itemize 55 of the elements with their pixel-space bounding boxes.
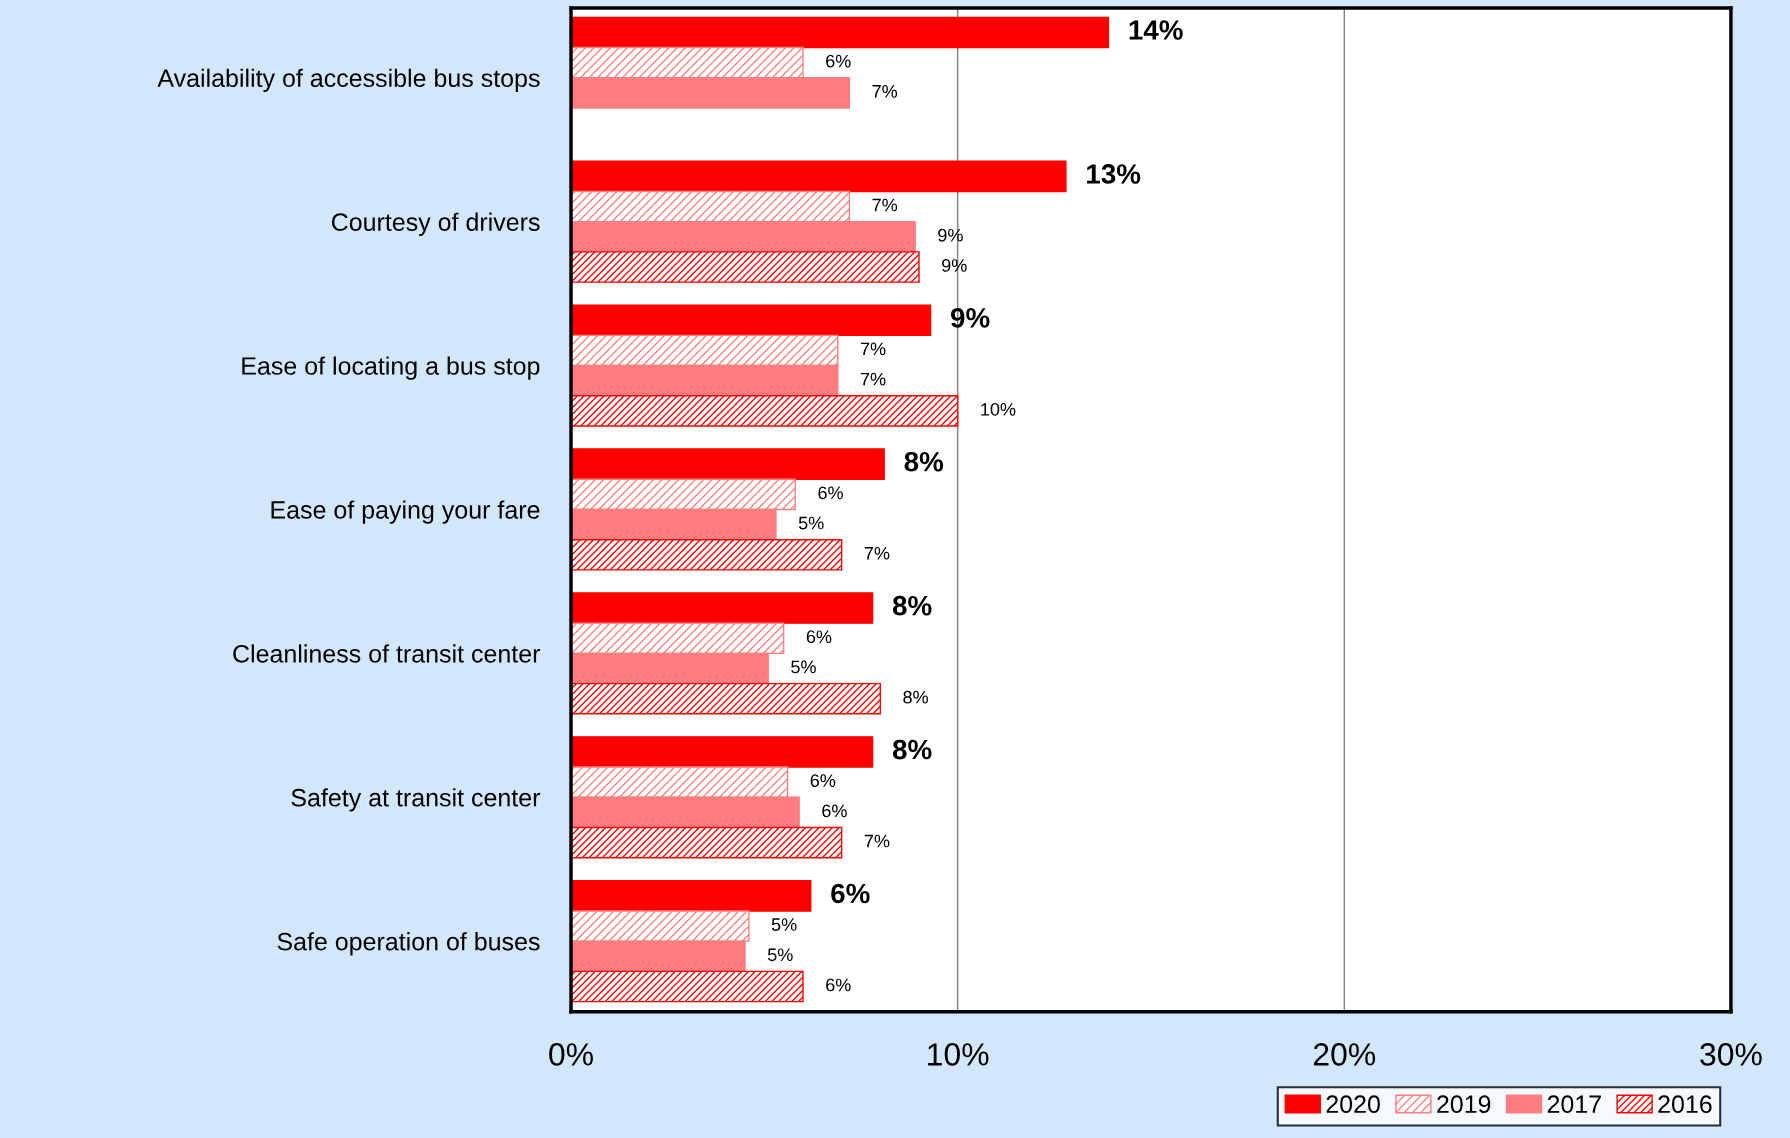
legend-label: 2017 — [1547, 1095, 1601, 1114]
x-tick-label: 10% — [928, 1043, 989, 1066]
bar — [571, 538, 843, 571]
y-tick-label: Safety at transit center — [291, 788, 541, 812]
y-tick-label: Ease of locating a bus stop — [242, 356, 540, 380]
bar — [571, 970, 804, 1003]
data-label: 8% — [904, 451, 944, 472]
bar — [571, 592, 874, 624]
data-label: 6% — [826, 978, 851, 992]
bar — [571, 682, 882, 715]
bar — [571, 448, 885, 480]
bar — [571, 826, 843, 859]
bar — [571, 304, 932, 337]
data-label: 5% — [767, 948, 793, 962]
x-tick-label: 0% — [549, 1043, 593, 1066]
data-label: 9% — [950, 308, 990, 328]
y-tick-label: Safe operation of buses — [277, 932, 540, 956]
data-label: 7% — [860, 372, 886, 386]
data-label: 9% — [938, 228, 963, 242]
data-label: 7% — [860, 342, 886, 356]
bar — [571, 160, 1067, 193]
legend-label: 2016 — [1658, 1095, 1712, 1114]
bar — [571, 251, 920, 283]
y-tick-label: Availability of accessible bus stops — [157, 68, 540, 92]
data-label: 6% — [831, 883, 870, 904]
data-label: 6% — [822, 804, 847, 818]
y-tick-label: Ease of paying your fare — [271, 500, 540, 524]
data-label: 5% — [791, 660, 816, 674]
y-tick-label: Courtesy of drivers — [331, 212, 540, 236]
x-tick-label: 30% — [1700, 1043, 1762, 1066]
y-tick-label: Cleanliness of transit center — [233, 644, 541, 663]
data-label: 14% — [1129, 20, 1183, 40]
data-label: 5% — [771, 918, 797, 931]
data-label: 7% — [872, 198, 898, 212]
data-label: 6% — [826, 54, 851, 68]
bar — [571, 16, 1110, 49]
bar — [571, 736, 874, 768]
data-label: 10% — [981, 402, 1016, 416]
data-label: 8% — [892, 595, 932, 616]
data-label: 8% — [903, 690, 928, 704]
data-label: 7% — [864, 546, 890, 560]
data-label: 6% — [810, 774, 836, 788]
data-label: 7% — [872, 85, 898, 98]
data-label: 8% — [892, 739, 932, 760]
data-label: 5% — [798, 516, 824, 530]
x-tick-label: 20% — [1313, 1043, 1376, 1066]
data-label: 6% — [806, 630, 832, 644]
data-label: 6% — [818, 486, 843, 500]
legend-label: 2020 — [1326, 1095, 1380, 1114]
legend-label: 2019 — [1437, 1095, 1491, 1114]
data-label: 9% — [942, 259, 967, 272]
data-label: 13% — [1087, 164, 1141, 184]
bar — [571, 880, 812, 912]
data-label: 7% — [864, 834, 890, 848]
bar — [571, 395, 959, 427]
